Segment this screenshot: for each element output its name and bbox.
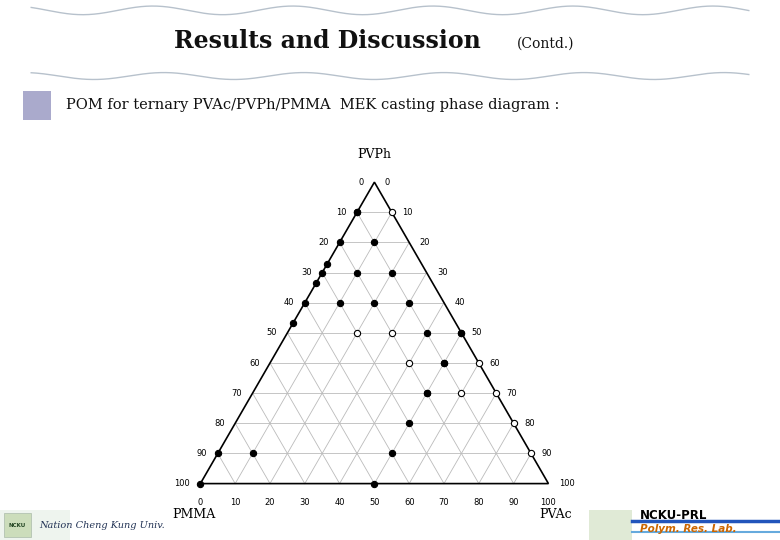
Text: 30: 30 [301, 268, 312, 277]
Text: 0: 0 [359, 178, 364, 187]
Bar [4, 513, 31, 537]
Text: 40: 40 [284, 298, 294, 307]
Text: 100: 100 [174, 479, 190, 488]
Text: 40: 40 [335, 497, 345, 507]
Text: 10: 10 [402, 208, 413, 217]
Text: 50: 50 [369, 497, 380, 507]
Text: POM for ternary PVAc/PVPh/PMMA  MEK casting phase diagram :: POM for ternary PVAc/PVPh/PMMA MEK casti… [66, 98, 560, 112]
Bar [589, 510, 632, 540]
Text: PMMA: PMMA [172, 508, 215, 521]
Text: 90: 90 [509, 497, 519, 507]
Text: 20: 20 [264, 497, 275, 507]
Text: 20: 20 [420, 238, 430, 247]
Text: PVAc: PVAc [539, 508, 572, 521]
Text: 100: 100 [559, 479, 575, 488]
Text: 50: 50 [472, 328, 482, 338]
Text: 0: 0 [385, 178, 390, 187]
Bar [23, 91, 51, 120]
Text: 30: 30 [437, 268, 448, 277]
Text: Results and Discussion: Results and Discussion [174, 30, 481, 53]
Text: PVPh: PVPh [357, 148, 392, 161]
Text: (Contd.): (Contd.) [517, 37, 575, 51]
Text: NCKU: NCKU [9, 523, 26, 528]
Text: 70: 70 [232, 389, 242, 397]
Text: Polym. Res. Lab.: Polym. Res. Lab. [640, 524, 736, 534]
Text: 80: 80 [214, 419, 225, 428]
Text: 0: 0 [198, 497, 203, 507]
Text: 90: 90 [197, 449, 207, 458]
Text: 60: 60 [489, 359, 500, 368]
Text: 30: 30 [300, 497, 310, 507]
Text: Nation Cheng Kung Univ.: Nation Cheng Kung Univ. [39, 521, 165, 530]
Text: 40: 40 [455, 298, 465, 307]
Text: 90: 90 [541, 449, 552, 458]
Text: 70: 70 [438, 497, 449, 507]
Text: 80: 80 [473, 497, 484, 507]
Text: 100: 100 [541, 497, 556, 507]
Text: 70: 70 [507, 389, 517, 397]
Text: 10: 10 [336, 208, 346, 217]
Bar [0, 510, 70, 540]
Text: 50: 50 [267, 328, 277, 338]
Text: 20: 20 [319, 238, 329, 247]
Text: 10: 10 [230, 497, 240, 507]
Text: 60: 60 [249, 359, 260, 368]
Text: NCKU-PRL: NCKU-PRL [640, 509, 707, 522]
Text: 80: 80 [524, 419, 535, 428]
Text: 60: 60 [404, 497, 414, 507]
